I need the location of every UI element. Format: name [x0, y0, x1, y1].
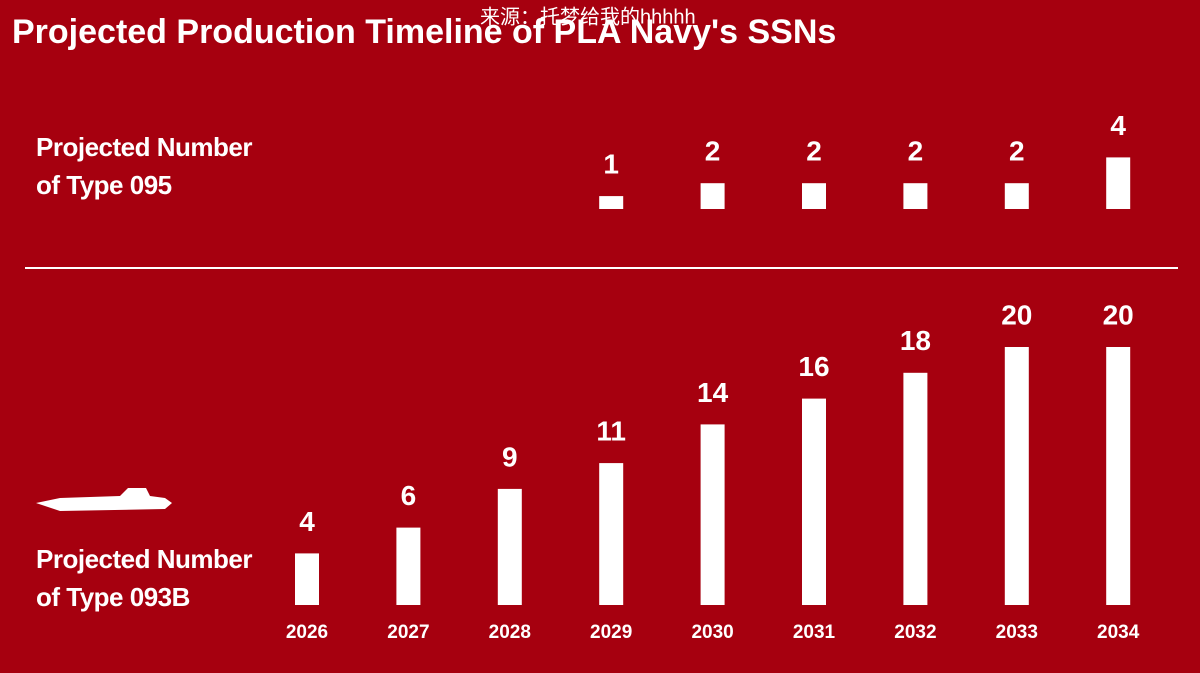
x-tick-label: 2034 [1097, 622, 1140, 643]
bar [396, 527, 421, 605]
bar [1106, 157, 1131, 209]
x-tick-label: 2028 [489, 622, 531, 643]
bar [802, 183, 826, 209]
bar [700, 424, 725, 605]
data-label: 2 [908, 136, 924, 167]
bar [1004, 347, 1029, 605]
data-label: 1 [603, 148, 619, 179]
data-label: 18 [900, 325, 931, 356]
data-label: 16 [798, 351, 829, 382]
watermark: 来源：托梦给我的hhhhh [480, 5, 696, 28]
bar [1106, 347, 1131, 605]
data-label: 9 [502, 441, 518, 472]
series-label: Projected Number of Type 093B [36, 544, 252, 612]
data-label: 20 [1103, 299, 1134, 330]
data-label: 14 [697, 377, 729, 408]
bar [599, 196, 624, 209]
x-tick-label: 2032 [894, 622, 936, 643]
bar [700, 183, 725, 209]
chart-title: Projected Production Timeline of PLA Nav… [12, 13, 836, 51]
bar [903, 372, 928, 605]
x-tick-label: 2026 [286, 622, 328, 643]
bar [802, 398, 826, 605]
data-label: 20 [1001, 299, 1032, 330]
bar [1004, 183, 1029, 209]
data-label: 4 [1110, 110, 1126, 141]
bar [497, 488, 522, 605]
bar [903, 183, 928, 209]
submarine-icon [36, 488, 172, 511]
x-tick-label: 2029 [590, 622, 632, 643]
data-label: 4 [299, 506, 315, 537]
data-label: 2 [1009, 136, 1025, 167]
x-tick-label: 2031 [793, 622, 836, 643]
x-tick-label: 2027 [387, 622, 429, 643]
bar [599, 463, 624, 605]
data-label: 2 [705, 136, 721, 167]
data-label: 6 [401, 480, 417, 511]
x-tick-label: 2033 [996, 622, 1038, 643]
x-tick-label: 2030 [691, 622, 733, 643]
data-label: 11 [596, 415, 626, 446]
data-label: 2 [806, 136, 822, 167]
series-label: Projected Number of Type 095 [36, 132, 252, 200]
bar [295, 553, 319, 605]
